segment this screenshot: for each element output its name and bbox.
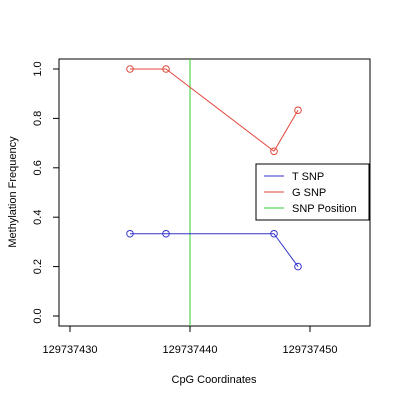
y-tick-label-4: 0.8: [32, 111, 44, 126]
series-layer: [126, 65, 302, 271]
legend-label-snp-position: SNP Position: [292, 203, 357, 215]
legend-label-t-snp: T SNP: [292, 171, 324, 183]
y-axis: 0.0 0.2 0.4 0.6 0.8 1.0: [32, 61, 59, 324]
y-tick-label-5: 1.0: [32, 61, 44, 76]
data-point-t-snp-2: [270, 229, 278, 238]
series-line-g-snp-2: [273, 109, 299, 152]
x-axis-label: CpG Coordinates: [172, 374, 257, 386]
data-point-t-snp-3: [294, 262, 302, 271]
y-axis-label: Methylation Frequency: [7, 136, 19, 248]
y-tick-label-1: 0.2: [32, 259, 44, 274]
data-point-t-snp-0: [126, 229, 134, 238]
x-tick-label-0: 129737430: [42, 344, 97, 356]
x-tick-label-2: 129737450: [282, 344, 337, 356]
data-point-g-snp-3: [294, 106, 302, 115]
y-tick-label-2: 0.4: [32, 210, 44, 225]
legend-label-g-snp: G SNP: [292, 187, 326, 199]
x-tick-label-1: 129737440: [162, 344, 217, 356]
data-point-g-snp-0: [126, 65, 134, 73]
plot-frame: [58, 58, 371, 327]
legend: T SNP G SNP SNP Position: [255, 163, 370, 221]
data-point-g-snp-2: [270, 147, 278, 156]
series-line-g-snp-1: [165, 68, 275, 152]
x-axis: 129737430 129737440 129737450: [42, 326, 338, 356]
data-point-g-snp-1: [162, 65, 170, 73]
data-point-t-snp-1: [162, 229, 170, 238]
y-tick-label-3: 0.6: [32, 160, 44, 175]
series-line-t-snp-2: [273, 233, 299, 267]
y-tick-label-0: 0.0: [32, 308, 44, 323]
